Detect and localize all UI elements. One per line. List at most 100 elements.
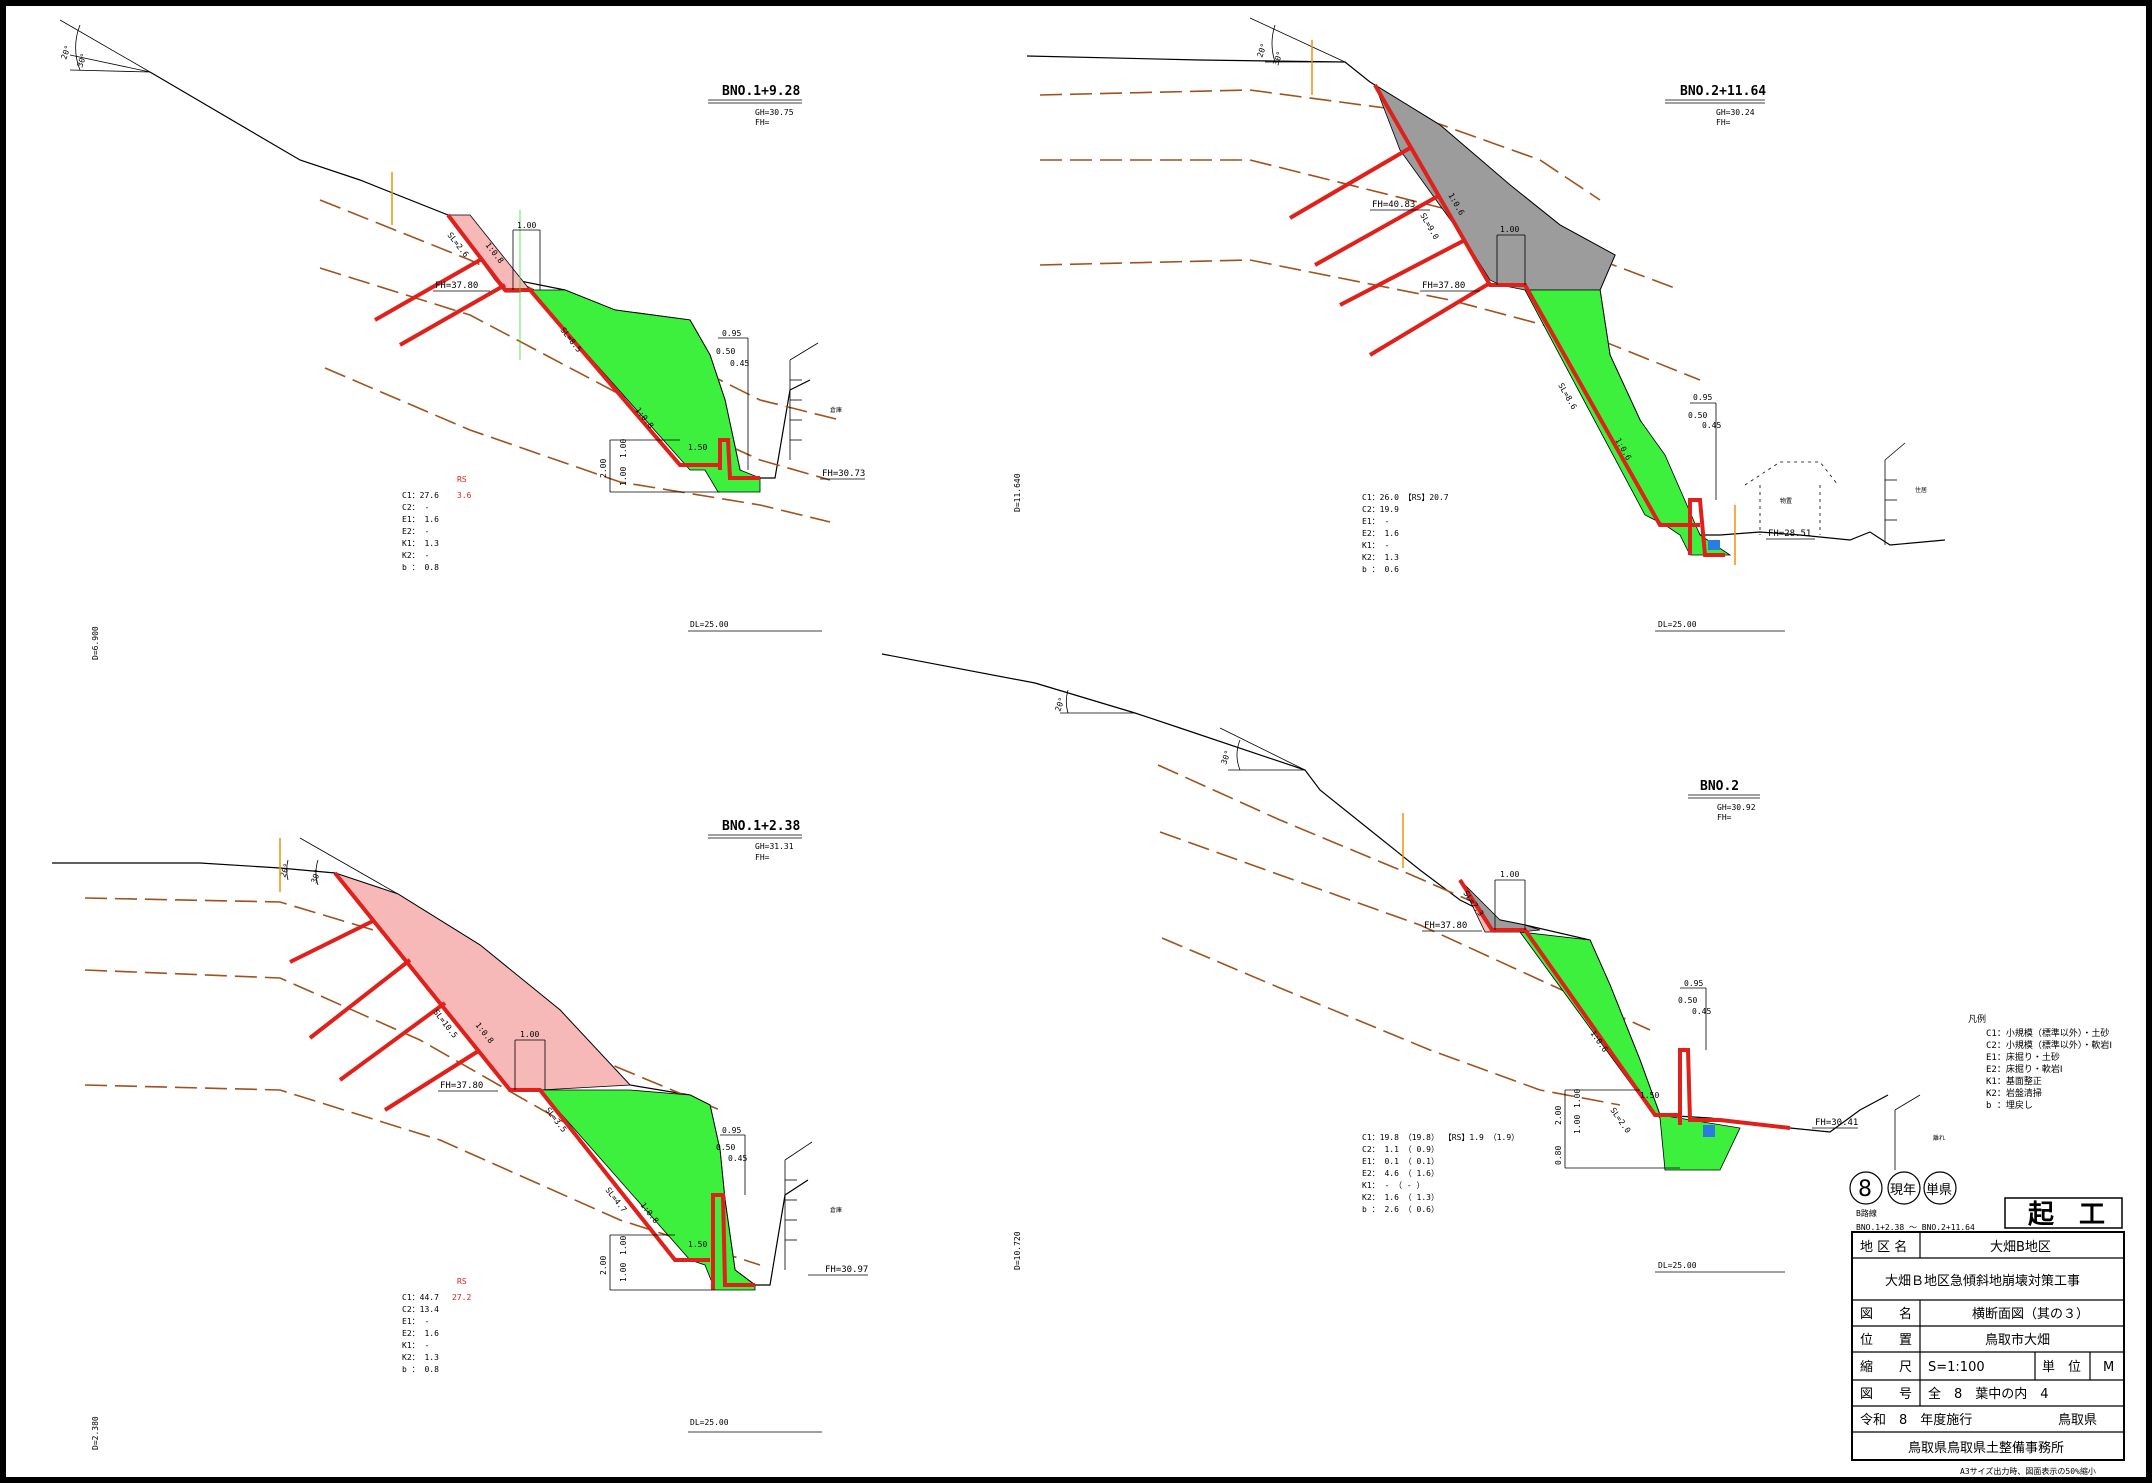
rs-value: 27.2 xyxy=(452,1293,471,1302)
slope-label: SL=9.0 xyxy=(1418,212,1440,242)
angle-mark: 20° 30° xyxy=(278,837,399,895)
quantity-item: C1：44.7 xyxy=(402,1293,439,1302)
datum-label: D=11.640 xyxy=(1013,473,1022,512)
stratum-boundary xyxy=(1159,831,1651,1031)
stratum-boundary xyxy=(1161,937,1621,1106)
quantity-item: C2： 1.1 （ 0.9） xyxy=(1362,1145,1439,1154)
drawing-name-label: 図 名 xyxy=(1860,1306,1912,1322)
stamp-tanken: 単県 xyxy=(1926,1182,1952,1198)
stratum-boundary xyxy=(1039,259,1701,381)
key-item: C2：小規模（標準以外）・軟岩Ⅰ xyxy=(1986,1039,2112,1051)
drawing-name-value: 横断面図（其の３） xyxy=(1972,1307,2089,1322)
section-title: BNO.1+9.28 xyxy=(722,84,800,99)
ground-line xyxy=(1026,55,1946,546)
stamp-number: 8 xyxy=(1858,1177,1872,1202)
building-label: 住居 xyxy=(1915,486,1927,494)
anchor-bolt xyxy=(399,283,506,347)
panel-bno-2: 20° 30° 1.00 0.95 0.50 0.45 1.50 2.00 1.… xyxy=(881,653,1945,1273)
dimension-label: 0.45 xyxy=(730,359,749,368)
quantity-item: C1：19.8 （19.8） 【RS】1.9 （1.9） xyxy=(1362,1133,1519,1142)
anchor-bolt xyxy=(1314,193,1441,267)
location-label: 位 置 xyxy=(1860,1333,1912,1348)
key-item: C1：小規模（標準以外）・土砂 xyxy=(1986,1027,2109,1039)
fh-label: FH= xyxy=(755,118,770,127)
dimension-label: 0.80 xyxy=(1554,1146,1563,1165)
dl-label: DL=25.00 xyxy=(1658,620,1697,629)
quantity-item: b ： 0.6 xyxy=(1362,565,1399,574)
drain xyxy=(1708,540,1720,550)
datum-label: D=10.720 xyxy=(1013,1231,1022,1270)
dimension-label: 2.00 xyxy=(599,1256,608,1275)
fh-label: FH= xyxy=(1716,118,1731,127)
drawing-number-value: 全 8 葉中の内 4 xyxy=(1928,1386,2049,1402)
fh-label: FH=40.83 xyxy=(1372,200,1415,210)
dimension-label: 1.50 xyxy=(688,1240,707,1249)
datum-label: D=2.380 xyxy=(91,1416,100,1450)
excavation-area xyxy=(1374,84,1616,291)
dimension-label: 0.45 xyxy=(1692,1007,1711,1016)
quantity-item: C2：19.9 xyxy=(1362,505,1399,514)
area-label: 地 区 名 xyxy=(1860,1239,1907,1255)
quantity-item: b ： 2.6 （ 0.6） xyxy=(1362,1205,1439,1214)
dimension-label: 1.00 xyxy=(1500,870,1519,879)
stratum-boundary xyxy=(324,367,831,523)
anchor-bolt xyxy=(1368,281,1492,357)
dimension-label: 1.00 xyxy=(1573,1089,1582,1108)
building: 倉庫 xyxy=(789,342,842,460)
angle-label: 30° xyxy=(1271,50,1284,67)
stratum-boundary xyxy=(84,897,721,1111)
dimension-label: 0.95 xyxy=(722,329,741,338)
dimension-label: 1.00 xyxy=(619,439,628,458)
dimension-label: 2.00 xyxy=(1554,1106,1563,1125)
dimension-label: 1.00 xyxy=(619,1236,628,1255)
dl-label: DL=25.00 xyxy=(690,1418,729,1427)
key-item: E1：床掘り・土砂 xyxy=(1986,1051,2060,1063)
quantity-item: K1： - xyxy=(402,1341,429,1350)
scale-value: S=1:100 xyxy=(1928,1360,1985,1375)
retaining-wall xyxy=(718,438,760,480)
anchor-bolt xyxy=(289,918,376,964)
title-block: 地 区 名 大畑B地区 大畑Ｂ地区急傾斜地崩壊対策工事 図 名 横断面図（其の３… xyxy=(1851,1231,2125,1461)
angle-label: 30° xyxy=(75,52,88,69)
fh-label: FH=37.80 xyxy=(1424,921,1467,931)
datum-label: D=6.900 xyxy=(91,626,100,660)
construction-year: 令和 8 年度施行 xyxy=(1860,1412,1972,1428)
dimension-label: 1.00 xyxy=(619,467,628,486)
ground-line xyxy=(881,653,1889,1133)
stratum-boundary xyxy=(319,199,841,421)
gh-label: GH=30.24 xyxy=(1716,108,1755,117)
building-label: 倉庫 xyxy=(830,406,842,414)
quantity-item: K1： - （ - ） xyxy=(1362,1181,1425,1190)
stratum-boundary xyxy=(1039,89,1601,201)
fill-area xyxy=(529,289,761,493)
dimension-label: 0.50 xyxy=(716,347,735,356)
quantity-item: K2： - xyxy=(402,551,429,560)
fh-label: FH= xyxy=(755,853,770,862)
quantity-item: E1： - xyxy=(402,1317,429,1326)
retaining-wall xyxy=(1678,1048,1791,1130)
quantity-item: K2： 1.3 xyxy=(1362,553,1399,562)
symbol-key: 凡例 C1：小規模（標準以外）・土砂 C2：小規模（標準以外）・軟岩Ⅰ E1：床… xyxy=(1968,1013,2112,1111)
quantity-item: K1： 1.3 xyxy=(402,539,439,548)
scale-label: 縮 尺 xyxy=(1860,1359,1912,1375)
fh-label: FH=37.80 xyxy=(440,1081,483,1091)
anchor-bolt xyxy=(1288,146,1412,220)
quantity-item: b ： 0.8 xyxy=(402,563,439,572)
quantity-item: C2：13.4 xyxy=(402,1305,439,1314)
fh-label: FH=28.51 xyxy=(1768,529,1811,539)
fill-area xyxy=(1524,289,1732,556)
fill-area xyxy=(539,1089,756,1291)
fh-label: FH=37.80 xyxy=(1422,281,1465,291)
anchor-bolt xyxy=(308,958,412,1040)
quantity-item: K1： - xyxy=(1362,541,1389,550)
slope-label: SL=8.6 xyxy=(1556,382,1578,412)
project-name: 大畑Ｂ地区急傾斜地崩壊対策工事 xyxy=(1885,1273,2080,1289)
dimension-label: 1.00 xyxy=(520,1030,539,1039)
retaining-wall xyxy=(711,1193,755,1290)
dimension-label: 1.00 xyxy=(517,221,536,230)
building-label: 倉庫 xyxy=(830,1206,842,1214)
quantity-item: E1： - xyxy=(1362,517,1389,526)
unit-label: 単 位 xyxy=(2042,1359,2081,1375)
key-item: b ：埋戻し xyxy=(1986,1099,2033,1111)
quantity-item: E2： 1.6 xyxy=(1362,529,1399,538)
